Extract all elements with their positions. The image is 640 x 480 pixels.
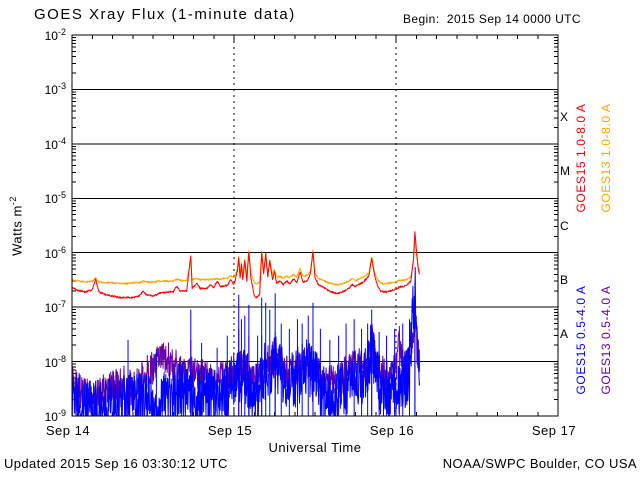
flare-class-letter-a: A (560, 327, 569, 342)
x-tick-label: Sep 17 (531, 423, 577, 438)
legend-goes13-long: GOES13 1.0-8.0 A (599, 103, 613, 213)
flare-class-letter-x: X (560, 109, 569, 124)
flare-class-letter-b: B (560, 272, 569, 287)
source-attribution: NOAA/SWPC Boulder, CO USA (442, 456, 637, 471)
x-tick-label: Sep 16 (369, 423, 415, 438)
legend-goes15-short: GOES15 0.5-4.0 A (574, 285, 588, 395)
y-tick-label: 10-8 (44, 353, 66, 370)
x-axis-label: Universal Time (268, 440, 362, 455)
legend-goes13-short: GOES13 0.5-4.0 A (599, 285, 613, 395)
chart-title: GOES Xray Flux (1-minute data) (34, 6, 296, 23)
y-tick-label: 10-6 (44, 244, 66, 261)
updated-timestamp: Updated 2015 Sep 16 03:30:12 UTC (4, 456, 228, 471)
y-tick-label: 10-5 (44, 190, 66, 207)
flare-class-letter-c: C (560, 218, 569, 233)
x-tick-label: Sep 15 (207, 423, 253, 438)
y-tick-label: 10-3 (44, 81, 66, 98)
legend-goes15-long: GOES15 1.0-8.0 A (574, 103, 588, 213)
y-axis-label: Watts m-2 (8, 196, 25, 256)
y-tick-label: 10-7 (44, 299, 66, 316)
begin-timestamp: Begin: 2015 Sep 14 0000 UTC (403, 12, 581, 26)
flare-class-letter-m: M (560, 164, 570, 179)
y-tick-label: 10-2 (44, 27, 66, 43)
x-tick-label: Sep 14 (45, 423, 91, 438)
y-tick-label: 10-4 (44, 135, 66, 152)
y-tick-label: 10-9 (44, 408, 66, 424)
